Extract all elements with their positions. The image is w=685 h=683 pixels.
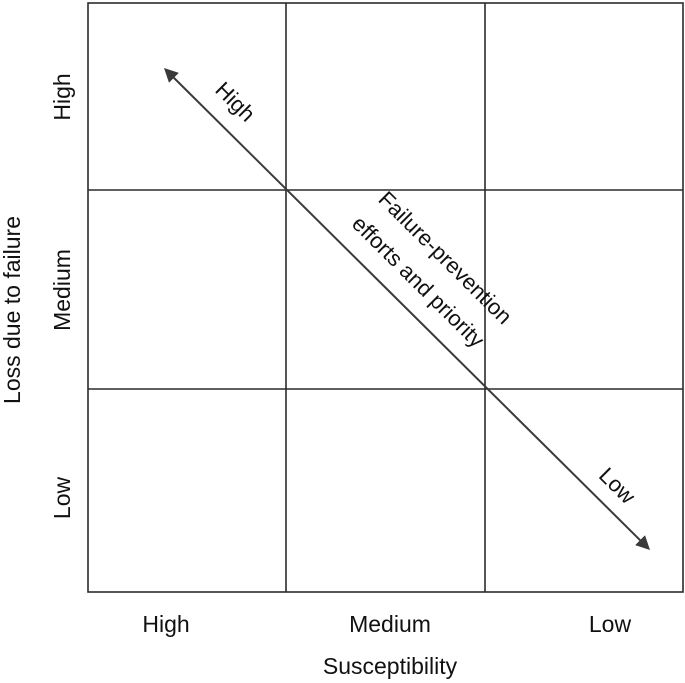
x-tick-low: Low: [589, 611, 632, 637]
matrix-grid: [87, 2, 684, 593]
y-tick-high: High: [49, 73, 75, 120]
y-tick-medium: Medium: [49, 249, 75, 331]
y-axis-title: Loss due to failure: [0, 216, 25, 404]
x-tick-high: High: [142, 611, 189, 637]
y-tick-low: Low: [49, 477, 75, 520]
priority-arrow: [164, 68, 650, 550]
x-tick-medium: Medium: [349, 611, 431, 637]
x-axis-title: Susceptibility: [323, 653, 458, 679]
arrow-high-label: High: [210, 77, 260, 127]
matrix-border: [87, 2, 684, 593]
